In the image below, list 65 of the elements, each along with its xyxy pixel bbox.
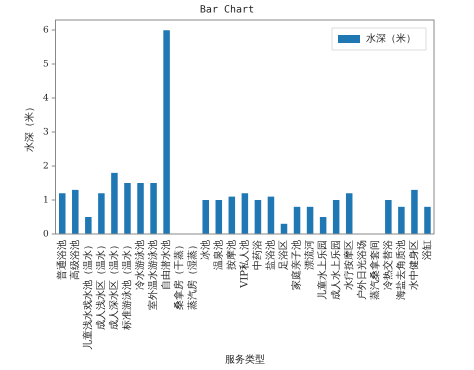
legend-label: 水深（米） xyxy=(366,32,416,45)
x-tick-label: 家庭亲子池 xyxy=(290,240,303,290)
bar xyxy=(346,193,352,234)
x-tick-label: 漂流河 xyxy=(304,240,316,270)
y-tick-label: 2 xyxy=(42,161,49,172)
bar xyxy=(58,193,66,234)
x-tick-label: 户外日光浴场 xyxy=(356,240,368,300)
bar xyxy=(111,172,118,234)
x-tick-label: 温泉池 xyxy=(212,240,224,270)
y-axis-title: 水深（米） xyxy=(24,102,36,152)
bar xyxy=(242,193,248,234)
x-tick-label: 自由潜水池 xyxy=(160,240,172,290)
x-tick-label: 冷热交替浴 xyxy=(382,240,394,290)
x-tick-label: 蒸汽房（湿蒸） xyxy=(186,240,198,310)
chart-title: Bar Chart xyxy=(200,4,254,16)
bar xyxy=(320,217,326,234)
y-tick-label: 4 xyxy=(42,93,49,104)
y-tick-label: 5 xyxy=(42,60,49,70)
bar xyxy=(85,217,92,234)
bar xyxy=(150,183,157,234)
bar xyxy=(202,200,209,234)
x-tick-label: 成人浅水区（温水） xyxy=(94,240,107,330)
x-tick-label: 儿童浅水戏水池（温水） xyxy=(82,240,94,350)
x-tick-label: 高级浴池 xyxy=(68,240,81,280)
x-tick-label: 冷水游泳池 xyxy=(134,240,146,290)
bar xyxy=(424,206,431,234)
x-tick-label: VIP私人池 xyxy=(238,240,250,289)
x-tick-label: 成人深水区（温水） xyxy=(108,240,120,330)
bar xyxy=(124,183,131,234)
x-axis-title: 服务类型 xyxy=(224,354,265,366)
bar xyxy=(163,30,170,234)
bar xyxy=(306,206,314,234)
x-tick-label: 成人水上乐园 xyxy=(330,240,342,300)
x-tick-label: 标准游泳池（温水） xyxy=(121,240,134,331)
x-tick-label: 蒸汽桑拿套间 xyxy=(368,240,381,300)
x-tick-label: 室外温水游泳池 xyxy=(147,240,160,310)
x-tick-label: 中药浴 xyxy=(252,240,264,270)
x-tick-label: 盐浴池 xyxy=(264,240,277,270)
bar xyxy=(268,196,274,234)
bar xyxy=(254,200,262,234)
x-tick-label: 普通浴池 xyxy=(56,240,68,280)
bar xyxy=(98,193,105,234)
x-tick-label: 足浴区 xyxy=(278,240,290,270)
y-tick-label: 6 xyxy=(42,26,49,36)
bar xyxy=(332,200,340,234)
bar xyxy=(228,196,236,234)
bar xyxy=(137,183,144,234)
y-tick-label: 3 xyxy=(42,127,49,138)
bar xyxy=(72,190,79,234)
x-tick-label: 桑拿房（干蒸） xyxy=(173,240,186,310)
y-tick-label: 1 xyxy=(42,195,49,206)
bar xyxy=(411,190,418,234)
x-tick-label: 水中健身区 xyxy=(408,240,420,290)
y-tick-label: 0 xyxy=(42,229,49,240)
x-tick-label: 海盐去角质池 xyxy=(394,240,407,300)
x-tick-label: 冰池 xyxy=(199,240,212,260)
bar xyxy=(216,200,222,234)
bar xyxy=(294,206,300,234)
x-tick-label: 水疗按摩区 xyxy=(342,240,355,290)
x-tick-label: 浴缸 xyxy=(421,240,434,260)
bar xyxy=(385,200,392,234)
bar xyxy=(398,206,405,234)
bar xyxy=(280,224,288,234)
x-tick-label: 儿童水上乐园 xyxy=(316,240,329,300)
x-tick-label: 按摩池 xyxy=(225,240,238,270)
